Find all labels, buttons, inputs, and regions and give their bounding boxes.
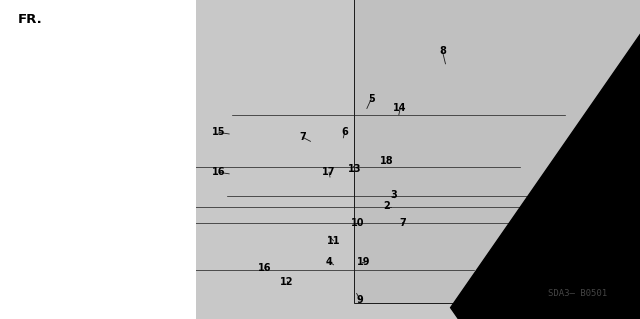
Circle shape [121,0,640,319]
Text: 16: 16 [258,263,271,273]
Polygon shape [0,0,353,267]
Circle shape [116,0,640,319]
Text: 7: 7 [299,132,306,142]
Polygon shape [0,0,439,319]
Bar [418,30,582,262]
Polygon shape [109,43,640,319]
Circle shape [40,0,640,319]
Bar [418,30,640,262]
Polygon shape [0,0,513,319]
Ellipse shape [487,0,640,319]
Circle shape [103,0,630,319]
Bar [418,0,582,262]
Text: 9: 9 [357,295,364,305]
Text: 2: 2 [383,201,390,211]
Polygon shape [342,0,640,209]
Polygon shape [193,47,640,319]
Bar [240,46,640,279]
Text: 5: 5 [368,94,374,104]
Polygon shape [0,0,640,275]
Ellipse shape [474,0,640,319]
Bar [240,0,329,279]
Polygon shape [0,19,639,319]
FancyArrow shape [451,0,640,319]
Polygon shape [0,104,432,319]
Text: 14: 14 [394,103,407,114]
Bar [240,46,329,279]
Text: 3: 3 [390,189,397,200]
Polygon shape [214,0,640,319]
Ellipse shape [487,0,640,319]
Text: 11: 11 [327,236,340,246]
Circle shape [168,0,640,319]
Text: 12: 12 [280,277,294,287]
Circle shape [6,0,589,319]
Text: 10: 10 [351,218,365,228]
Polygon shape [328,5,640,319]
Polygon shape [157,0,640,234]
Text: 17: 17 [323,167,336,177]
Text: 4: 4 [326,256,333,267]
Text: 13: 13 [348,164,362,174]
Polygon shape [0,37,640,319]
Bar [240,46,329,319]
Text: 18: 18 [380,156,394,166]
Polygon shape [0,0,375,319]
Polygon shape [0,124,380,319]
Circle shape [9,0,640,319]
Circle shape [76,0,631,319]
Text: 8: 8 [439,46,446,56]
Ellipse shape [605,11,640,319]
Bar [418,30,582,319]
Text: 1: 1 [619,132,626,142]
Text: 15: 15 [212,127,226,137]
Bar [0,46,329,279]
Polygon shape [350,91,640,319]
Text: 7: 7 [399,218,406,228]
Polygon shape [0,0,424,222]
Text: SDA3– B0501: SDA3– B0501 [548,289,607,298]
Circle shape [193,0,581,319]
Text: FR.: FR. [18,13,43,26]
Polygon shape [0,0,637,217]
Ellipse shape [474,0,640,319]
Text: 19: 19 [357,256,371,267]
Text: 16: 16 [212,167,226,177]
Text: 6: 6 [341,127,348,137]
Circle shape [0,0,613,319]
Polygon shape [289,0,640,223]
Bar [0,30,582,262]
